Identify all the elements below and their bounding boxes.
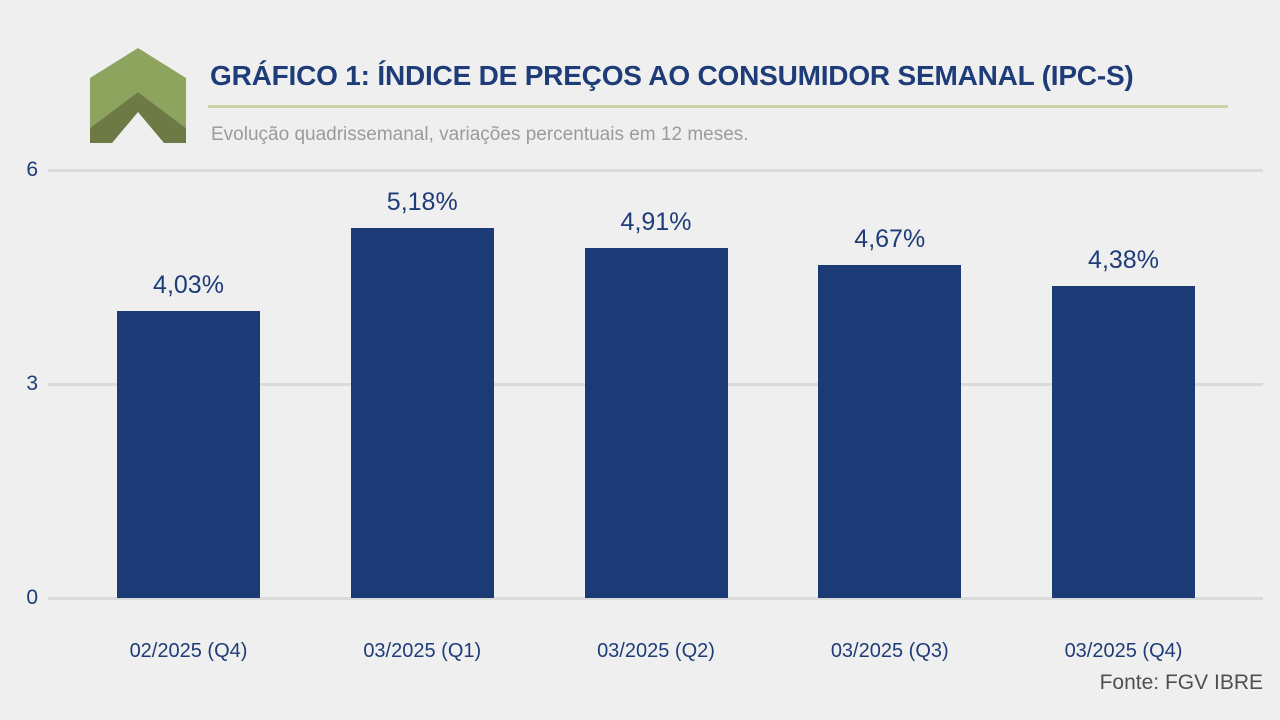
bar-value-label: 4,03%	[153, 270, 224, 299]
bar-03/2025 (Q2)	[584, 247, 728, 598]
chart-subtitle: Evolução quadrissemanal, variações perce…	[211, 124, 749, 145]
bar-value-label: 4,91%	[620, 207, 692, 236]
double-chevron-up-icon	[90, 48, 186, 143]
bar-value-label: 4,67%	[854, 224, 926, 253]
x-tick-label: 03/2025 (Q4)	[1064, 640, 1183, 662]
y-tick-label: 3	[26, 372, 38, 395]
bar-03/2025 (Q4)	[1052, 285, 1195, 598]
title-divider	[208, 105, 1228, 108]
x-tick-label: 02/2025 (Q4)	[129, 640, 248, 662]
bar-03/2025 (Q3)	[818, 264, 962, 598]
bar-value-label: 5,18%	[386, 188, 458, 217]
chevron-top-shape	[90, 48, 186, 128]
bar-02/2025 (Q4)	[117, 310, 260, 598]
bar-value-label: 4,38%	[1088, 245, 1159, 274]
x-tick-label: 03/2025 (Q1)	[363, 640, 482, 662]
gridline-y-6	[48, 169, 1263, 172]
y-tick-label: 6	[26, 158, 38, 181]
y-tick-label: 0	[26, 586, 38, 609]
chevron-bottom-shape	[90, 92, 186, 143]
bar-03/2025 (Q1)	[350, 228, 494, 598]
x-tick-label: 03/2025 (Q2)	[597, 640, 715, 662]
x-tick-label: 03/2025 (Q3)	[830, 640, 949, 662]
source-note: Fonte: FGV IBRE	[1099, 671, 1263, 694]
gridline-y-0	[48, 597, 1263, 600]
chart-title: GRÁFICO 1: ÍNDICE DE PREÇOS AO CONSUMIDO…	[210, 60, 1134, 91]
